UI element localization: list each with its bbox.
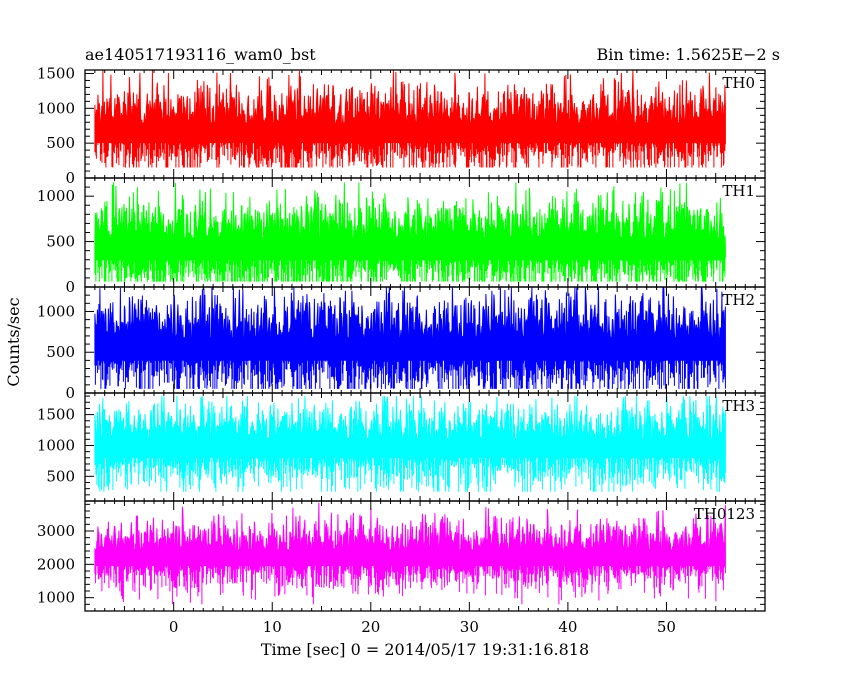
y-tick-label-th3: 1000 bbox=[37, 436, 75, 454]
chart-title-left: ae140517193116_wam0_bst bbox=[85, 45, 316, 64]
y-axis-label: Counts/sec bbox=[4, 297, 23, 386]
y-tick-label-th1: 0 bbox=[65, 278, 75, 296]
y-tick-label-th3: 1500 bbox=[37, 406, 75, 424]
series-th0123 bbox=[94, 502, 726, 605]
y-tick-label-th0: 500 bbox=[46, 134, 75, 152]
y-tick-label-th1: 1000 bbox=[37, 187, 75, 205]
series-th2 bbox=[94, 287, 726, 389]
panel-th1: 0 500 1000 TH1 bbox=[37, 177, 766, 296]
panel-th0123: 1000 2000 3000 TH0123 bbox=[37, 500, 766, 612]
x-tick-label: 0 bbox=[169, 618, 179, 636]
x-tick-label: 20 bbox=[361, 618, 380, 636]
y-tick-label-th1: 500 bbox=[46, 233, 75, 251]
series-th1 bbox=[94, 182, 726, 282]
y-tick-label-th2: 0 bbox=[65, 384, 75, 402]
x-tick-label: 10 bbox=[263, 618, 282, 636]
x-tick-label: 50 bbox=[657, 618, 676, 636]
panel-frame bbox=[84, 500, 766, 612]
panel-th3: 500 1000 1500 TH3 bbox=[37, 392, 766, 502]
x-tick-label: 30 bbox=[460, 618, 479, 636]
panel-label-th0123: TH0123 bbox=[694, 505, 755, 523]
panel-label-th1: TH1 bbox=[722, 182, 755, 200]
y-tick-label-th0123: 2000 bbox=[37, 555, 75, 573]
x-axis-label: Time [sec] 0 = 2014/05/17 19:31:16.818 bbox=[261, 640, 589, 659]
series-th3 bbox=[94, 395, 726, 492]
y-tick-label-th2: 500 bbox=[46, 343, 75, 361]
panel-label-th3: TH3 bbox=[722, 397, 755, 415]
panels-group: 0 500 1000 1500 TH0 0 500 1000 TH1 0 500 1000 TH2 500… bbox=[37, 64, 766, 612]
panel-th0: 0 500 1000 1500 TH0 bbox=[37, 64, 766, 187]
y-tick-label-th0: 0 bbox=[65, 169, 75, 187]
y-tick-label-th0: 1000 bbox=[37, 99, 75, 117]
y-tick-label-th0123: 3000 bbox=[37, 522, 75, 540]
y-tick-label-th3: 500 bbox=[46, 467, 75, 485]
x-axis: 0 10 20 30 40 50 bbox=[169, 618, 676, 636]
series-th0 bbox=[94, 70, 726, 168]
panel-label-th2: TH2 bbox=[722, 291, 755, 309]
panel-label-th0: TH0 bbox=[722, 74, 755, 92]
panel-th2: 0 500 1000 TH2 bbox=[37, 286, 766, 402]
y-tick-label-th0123: 1000 bbox=[37, 589, 75, 607]
y-tick-label-th2: 1000 bbox=[37, 302, 75, 320]
chart-title-right: Bin time: 1.5625E−2 s bbox=[597, 45, 780, 64]
x-tick-label: 40 bbox=[558, 618, 577, 636]
y-tick-label-th0: 1500 bbox=[37, 64, 75, 82]
